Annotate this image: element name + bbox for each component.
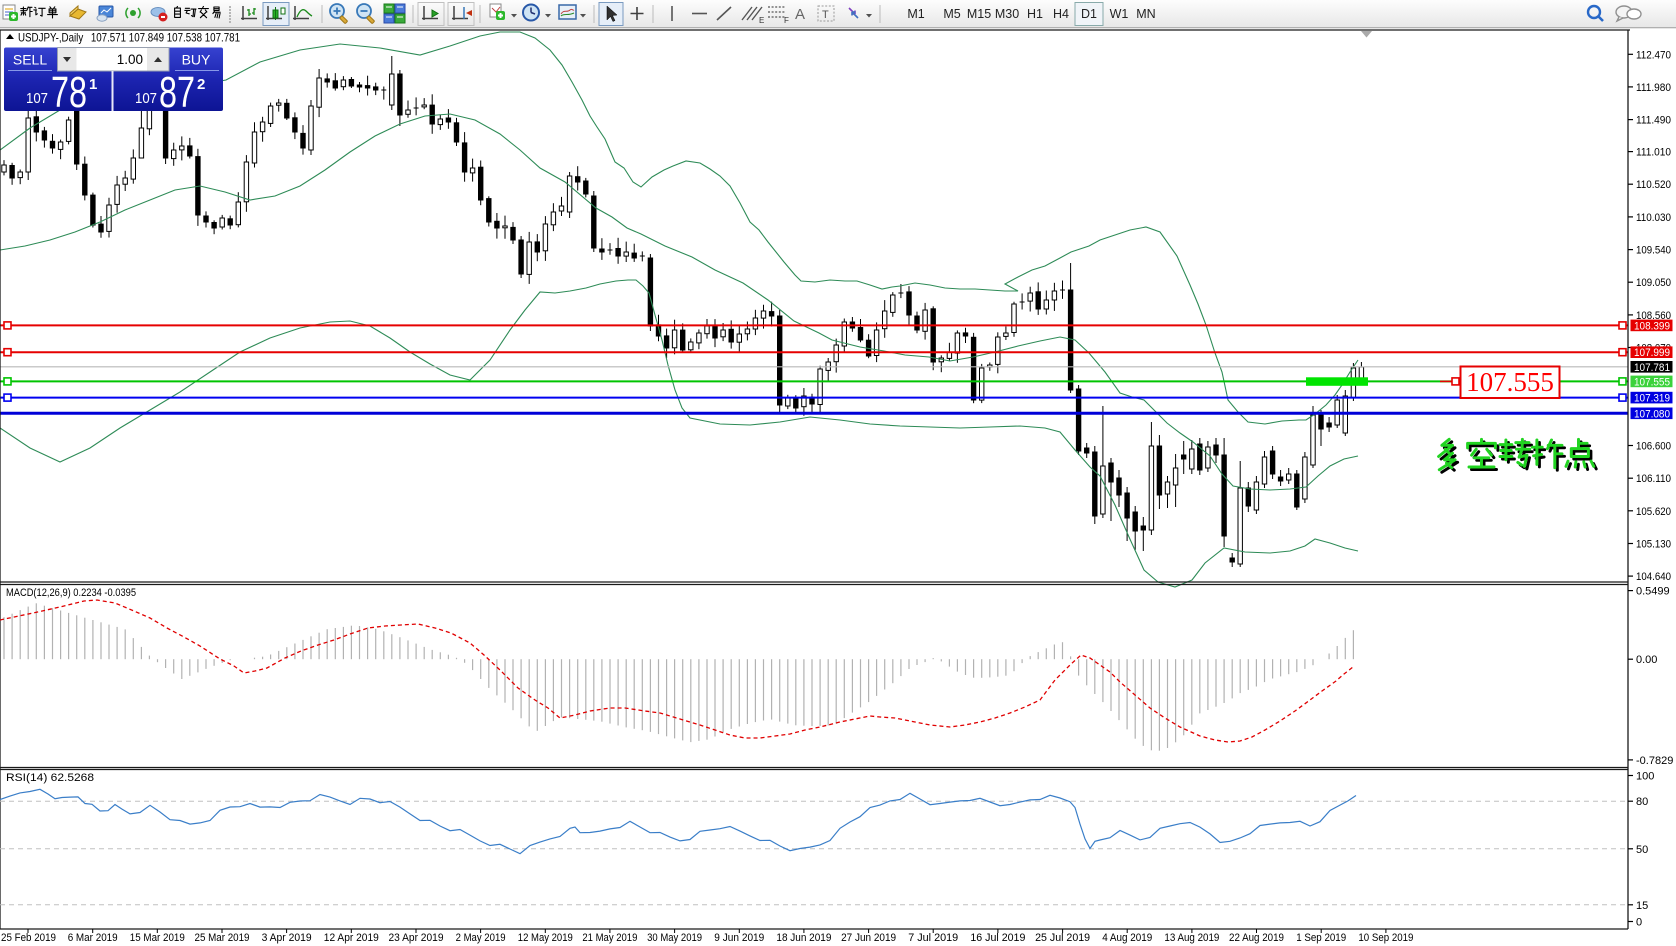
svg-text:M15: M15 <box>967 7 991 21</box>
svg-text:M30: M30 <box>995 7 1019 21</box>
svg-text:6 Mar 2019: 6 Mar 2019 <box>68 932 118 944</box>
svg-text:1: 1 <box>89 76 97 93</box>
svg-text:USDJPY-,Daily 107.571 107.849: USDJPY-,Daily 107.571 107.849 107.538 10… <box>18 31 240 45</box>
svg-text:107.555: 107.555 <box>1466 367 1554 397</box>
svg-text:107.080: 107.080 <box>1634 408 1670 420</box>
svg-text:109.540: 109.540 <box>1636 245 1671 257</box>
svg-text:0: 0 <box>1636 917 1642 929</box>
svg-text:MN: MN <box>1136 7 1155 21</box>
svg-text:107.319: 107.319 <box>1634 393 1670 405</box>
svg-text:2 May 2019: 2 May 2019 <box>456 932 506 944</box>
svg-text:80: 80 <box>1636 796 1648 808</box>
svg-text:E: E <box>759 16 764 25</box>
svg-text:1 Sep 2019: 1 Sep 2019 <box>1296 932 1346 944</box>
svg-text:21 May 2019: 21 May 2019 <box>582 932 637 944</box>
svg-text:30 May 2019: 30 May 2019 <box>647 932 702 944</box>
svg-text:H4: H4 <box>1053 7 1069 21</box>
svg-text:4 Aug 2019: 4 Aug 2019 <box>1102 932 1152 944</box>
svg-text:110.030: 110.030 <box>1636 212 1671 224</box>
svg-text:D1: D1 <box>1081 7 1097 21</box>
svg-text:107.999: 107.999 <box>1634 347 1670 359</box>
svg-text:107.781: 107.781 <box>1634 362 1670 374</box>
svg-text:MACD(12,26,9) 0.2234 -0.0395: MACD(12,26,9) 0.2234 -0.0395 <box>6 587 136 599</box>
svg-text:22 Aug 2019: 22 Aug 2019 <box>1229 932 1284 944</box>
svg-text:9 Jun 2019: 9 Jun 2019 <box>714 932 764 944</box>
svg-text:25 Jul 2019: 25 Jul 2019 <box>1035 932 1090 944</box>
svg-text:SELL: SELL <box>13 52 47 68</box>
svg-text:106.600: 106.600 <box>1636 441 1671 453</box>
svg-text:25 Mar 2019: 25 Mar 2019 <box>195 932 250 944</box>
svg-text:112.470: 112.470 <box>1636 49 1671 61</box>
svg-text:2: 2 <box>197 76 205 93</box>
svg-text:0.00: 0.00 <box>1636 654 1657 666</box>
svg-text:15: 15 <box>1636 900 1648 912</box>
svg-text:-0.7829: -0.7829 <box>1636 755 1673 767</box>
svg-text:T: T <box>822 9 829 21</box>
svg-text:16 Jul 2019: 16 Jul 2019 <box>970 932 1025 944</box>
svg-text:50: 50 <box>1636 844 1648 856</box>
svg-text:100: 100 <box>1636 771 1654 783</box>
svg-text:111.490: 111.490 <box>1636 115 1671 127</box>
svg-text:25 Feb 2019: 25 Feb 2019 <box>1 932 56 944</box>
svg-text:107.555: 107.555 <box>1634 376 1670 388</box>
svg-text:78: 78 <box>51 68 87 117</box>
svg-text:F: F <box>784 16 789 25</box>
svg-text:0.5499: 0.5499 <box>1636 586 1670 598</box>
svg-text:107: 107 <box>26 90 48 107</box>
svg-text:18 Jun 2019: 18 Jun 2019 <box>776 932 831 944</box>
svg-text:1.00: 1.00 <box>117 52 143 67</box>
svg-text:107: 107 <box>135 90 157 107</box>
svg-text:111.010: 111.010 <box>1636 147 1671 159</box>
svg-text:BUY: BUY <box>182 52 211 68</box>
svg-text:12 Apr 2019: 12 Apr 2019 <box>324 932 379 944</box>
svg-text:108.560: 108.560 <box>1636 310 1671 322</box>
svg-text:110.520: 110.520 <box>1636 179 1671 191</box>
svg-text:RSI(14) 62.5268: RSI(14) 62.5268 <box>6 772 94 784</box>
svg-text:H1: H1 <box>1027 7 1043 21</box>
svg-text:3 Apr 2019: 3 Apr 2019 <box>262 932 312 944</box>
svg-text:108.399: 108.399 <box>1634 320 1670 332</box>
svg-text:27 Jun 2019: 27 Jun 2019 <box>841 932 896 944</box>
svg-text:104.640: 104.640 <box>1636 571 1671 583</box>
svg-text:10 Sep 2019: 10 Sep 2019 <box>1358 932 1413 944</box>
svg-text:M5: M5 <box>943 7 960 21</box>
svg-text:12 May 2019: 12 May 2019 <box>518 932 573 944</box>
svg-text:87: 87 <box>159 68 195 117</box>
svg-text:M1: M1 <box>907 7 924 21</box>
svg-text:A: A <box>795 6 805 23</box>
svg-text:109.050: 109.050 <box>1636 277 1671 289</box>
svg-text:23 Apr 2019: 23 Apr 2019 <box>389 932 444 944</box>
svg-text:15 Mar 2019: 15 Mar 2019 <box>130 932 185 944</box>
svg-text:7 Jul 2019: 7 Jul 2019 <box>908 932 958 944</box>
svg-text:105.130: 105.130 <box>1636 539 1671 551</box>
svg-text:106.110: 106.110 <box>1636 473 1671 485</box>
svg-text:105.620: 105.620 <box>1636 506 1671 518</box>
svg-text:111.980: 111.980 <box>1636 82 1671 94</box>
svg-text:13 Aug 2019: 13 Aug 2019 <box>1164 932 1219 944</box>
svg-text:W1: W1 <box>1110 7 1129 21</box>
